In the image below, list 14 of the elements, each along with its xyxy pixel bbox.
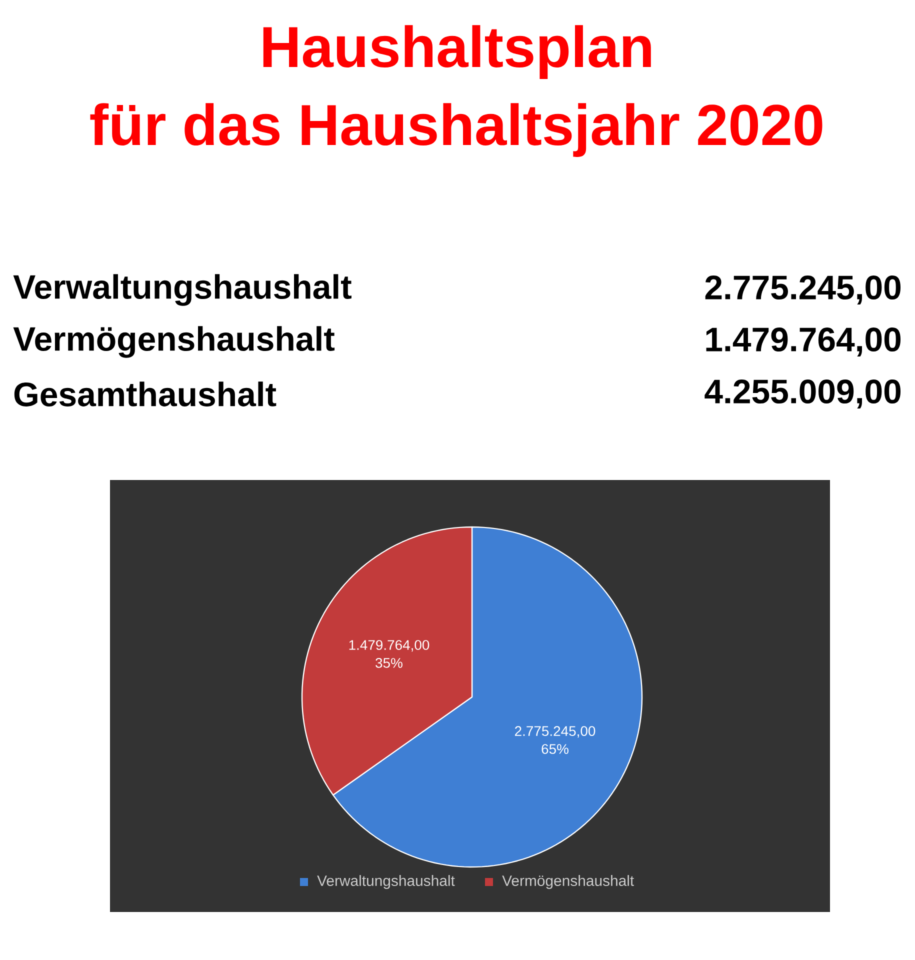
data-label: 2.775.245,00 bbox=[514, 726, 596, 738]
legend-label: Vermögenshaushalt bbox=[502, 875, 634, 889]
text: 1.479.764,00 bbox=[706, 328, 901, 356]
text: 2.775.245,00 bbox=[705, 276, 901, 304]
text: Gesamthaushalt bbox=[14, 382, 276, 406]
data-label: 1.479.764,00 bbox=[349, 640, 430, 652]
text: Verwaltungshaushalt bbox=[13, 274, 352, 306]
text: 4.255.009,00 bbox=[704, 380, 901, 408]
text: 65% bbox=[542, 744, 568, 754]
text: 35% bbox=[376, 658, 402, 668]
text: Vermögenshaushalt bbox=[13, 326, 335, 358]
chart-subtitle: für das Haushaltsjahr 2020 bbox=[90, 103, 822, 157]
chart-title: Haushaltsplan bbox=[263, 25, 651, 79]
legend-label: Verwaltungshaushalt bbox=[317, 875, 455, 889]
